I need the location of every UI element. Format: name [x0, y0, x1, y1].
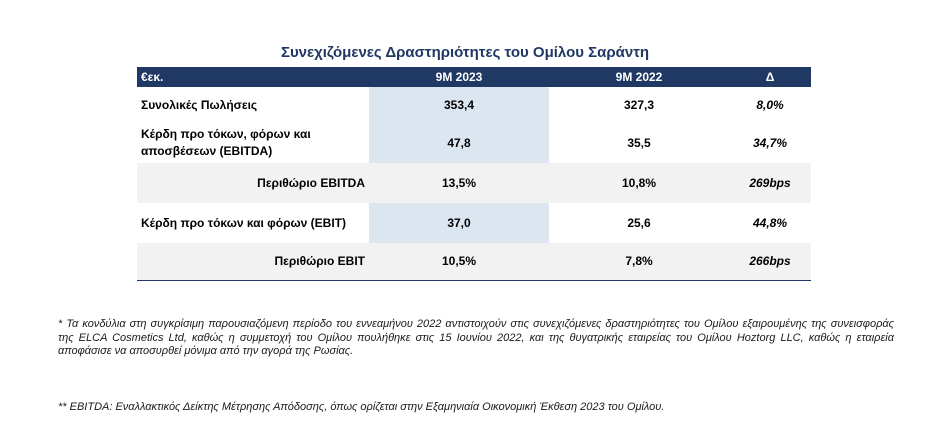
value-2022: 10,8% — [549, 163, 729, 203]
table-row: Περιθώριο EBIT 10,5% 7,8% 266bps — [137, 243, 811, 281]
table-row: Συνολικές Πωλήσεις 353,4 327,3 8,0% — [137, 87, 811, 123]
value-delta: 44,8% — [752, 216, 788, 230]
footnote-ebitda: ** EBITDA: Εναλλακτικός Δείκτης Μέτρησης… — [58, 401, 665, 413]
header-9m-2023: 9Μ 2023 — [435, 70, 483, 84]
row-label: Κέρδη προ τόκων και φόρων (EBIT) — [141, 215, 346, 230]
row-label: Περιθώριο EBIT — [137, 243, 369, 281]
value-2023: 47,8 — [369, 123, 549, 163]
row-label: Κέρδη προ τόκων, φόρων και αποσβέσεων (E… — [141, 127, 311, 158]
value-2023: 10,5% — [369, 243, 549, 281]
value-delta: 266bps — [729, 243, 811, 281]
header-9m-2022: 9Μ 2022 — [615, 70, 663, 84]
row-label: Περιθώριο EBITDA — [137, 163, 369, 203]
footnote-comparison: * Τα κονδύλια στη συγκρίσιμη παρουσιαζόμ… — [58, 318, 894, 357]
table-header-row: €εκ. 9Μ 2023 9Μ 2022 Δ — [137, 67, 811, 87]
header-currency: €εκ. — [141, 70, 164, 84]
value-delta: 269bps — [729, 163, 811, 203]
table-title: Συνεχιζόμενες Δραστηριότητες του Ομίλου … — [280, 44, 650, 61]
value-2023: 13,5% — [369, 163, 549, 203]
value-2023: 37,0 — [369, 203, 549, 243]
value-2022: 7,8% — [549, 243, 729, 281]
value-delta: 8,0% — [756, 98, 784, 112]
table-row: Κέρδη προ τόκων, φόρων και αποσβέσεων (E… — [137, 123, 811, 163]
value-delta: 34,7% — [752, 136, 788, 150]
value-2023: 353,4 — [369, 87, 549, 123]
row-label: Συνολικές Πωλήσεις — [141, 97, 258, 112]
header-delta: Δ — [765, 70, 775, 84]
value-2022: 327,3 — [623, 98, 655, 112]
value-2022: 35,5 — [627, 136, 651, 150]
table-row: Περιθώριο EBITDA 13,5% 10,8% 269bps — [137, 163, 811, 203]
financial-table: €εκ. 9Μ 2023 9Μ 2022 Δ Συνολικές Πωλήσει… — [137, 67, 811, 281]
table-row: Κέρδη προ τόκων και φόρων (EBIT) 37,0 25… — [137, 203, 811, 243]
value-2022: 25,6 — [627, 216, 651, 230]
